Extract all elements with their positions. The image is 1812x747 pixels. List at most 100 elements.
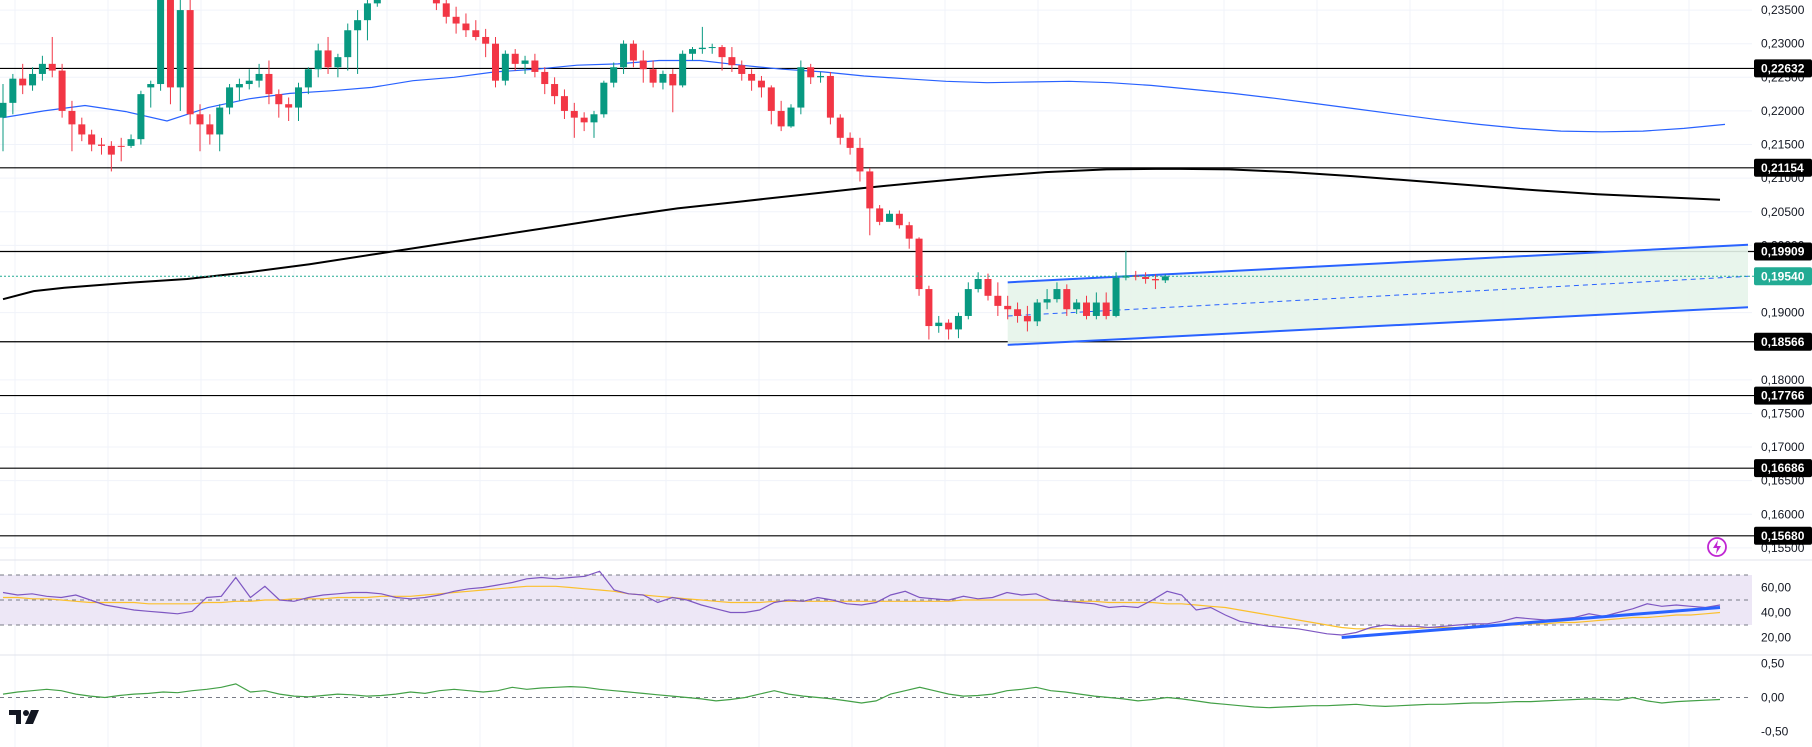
price-axis[interactable]: 0,235000,230000,225000,220000,215000,210… <box>1761 3 1805 555</box>
candle-body <box>777 110 785 127</box>
slow-moving-average <box>2 167 1721 301</box>
candle <box>117 137 125 162</box>
candle-body <box>285 104 293 108</box>
candle <box>570 102 578 138</box>
candle <box>718 45 726 71</box>
price-badge-label: 0,15680 <box>1761 529 1805 543</box>
candle-body <box>127 139 135 146</box>
candle <box>216 104 224 152</box>
rsi-tick-label: 40,00 <box>1761 606 1791 620</box>
candle <box>137 90 145 145</box>
candle-body <box>826 75 834 118</box>
price-badge-label: 0,17766 <box>1761 389 1805 403</box>
candle-body <box>679 53 687 86</box>
candle-body <box>846 137 854 148</box>
osc-line <box>2 683 1721 709</box>
price-badge <box>1754 267 1812 286</box>
candle-body <box>925 289 933 327</box>
fast-moving-average <box>2 59 1726 133</box>
candle-body <box>1043 299 1051 303</box>
candle <box>1102 292 1110 320</box>
candle <box>511 49 519 71</box>
candle <box>492 36 499 88</box>
price-badge-label: 0,16686 <box>1761 461 1805 475</box>
candle-body <box>669 73 677 86</box>
candle <box>728 47 736 72</box>
candle-body <box>866 171 874 209</box>
candle <box>1151 274 1159 290</box>
candle-body <box>354 20 362 31</box>
candle-body <box>807 67 815 78</box>
candle-body <box>157 0 165 85</box>
candle <box>38 55 46 81</box>
price-badge <box>1754 332 1812 351</box>
candle <box>68 100 76 152</box>
candle-body <box>964 289 972 316</box>
candle-body <box>58 70 66 111</box>
candle-body <box>275 94 283 105</box>
candle-body <box>1151 278 1159 281</box>
candle <box>48 36 56 78</box>
candle <box>58 63 66 118</box>
price-badge <box>1754 242 1812 261</box>
candle <box>226 84 234 115</box>
price-tick-label: 0,17000 <box>1761 440 1805 454</box>
candle <box>78 117 86 142</box>
candle-body <box>314 50 322 70</box>
candle <box>689 47 696 61</box>
candle <box>0 84 7 152</box>
candle <box>817 71 825 83</box>
candle-body <box>1112 277 1120 316</box>
candle <box>462 13 470 37</box>
lightning-alert-icon[interactable] <box>1706 536 1728 558</box>
candle <box>9 73 17 115</box>
candle <box>521 55 529 74</box>
candle <box>767 85 775 125</box>
candle-body <box>235 84 243 88</box>
candlesticks <box>0 0 1169 340</box>
candle-body <box>9 78 17 103</box>
candle-body <box>373 0 381 4</box>
candle-body <box>1033 302 1041 322</box>
candle <box>304 67 312 95</box>
candle-body <box>541 71 549 85</box>
price-badge <box>1754 59 1812 78</box>
candle <box>915 237 923 296</box>
oscillator-pane: 0,50 0,00 -0,50 <box>0 656 1789 739</box>
candle-body <box>186 10 194 115</box>
candle <box>777 100 785 132</box>
candle-body <box>1132 275 1140 277</box>
candle <box>29 67 37 91</box>
price-tick-label: 0,23000 <box>1761 37 1805 51</box>
price-badge-label: 0,21154 <box>1761 161 1804 175</box>
tradingview-logo[interactable] <box>9 707 43 727</box>
candle <box>147 80 155 108</box>
candle-body <box>738 65 746 74</box>
candle-body <box>295 87 302 108</box>
candle <box>551 77 559 105</box>
candle <box>748 69 756 91</box>
candle-body <box>1053 289 1061 300</box>
candle <box>344 23 352 71</box>
candle-body <box>698 47 706 50</box>
candle-body <box>1102 302 1110 316</box>
candle <box>275 89 283 118</box>
candle <box>787 104 795 128</box>
candle <box>255 63 263 88</box>
candle-body <box>521 60 529 64</box>
candle-body <box>255 73 263 81</box>
candle-body <box>836 117 844 138</box>
osc-tick-label: 0,50 <box>1761 656 1785 670</box>
price-badge-label: 0,19909 <box>1761 244 1805 258</box>
price-channel <box>1007 243 1749 346</box>
candle <box>856 137 864 182</box>
candle <box>88 129 96 152</box>
candle <box>1161 274 1169 284</box>
candle-body <box>68 110 76 125</box>
candle-body <box>1083 302 1090 316</box>
candle-body <box>107 145 115 155</box>
candle <box>166 0 174 105</box>
candle-body <box>117 145 125 147</box>
